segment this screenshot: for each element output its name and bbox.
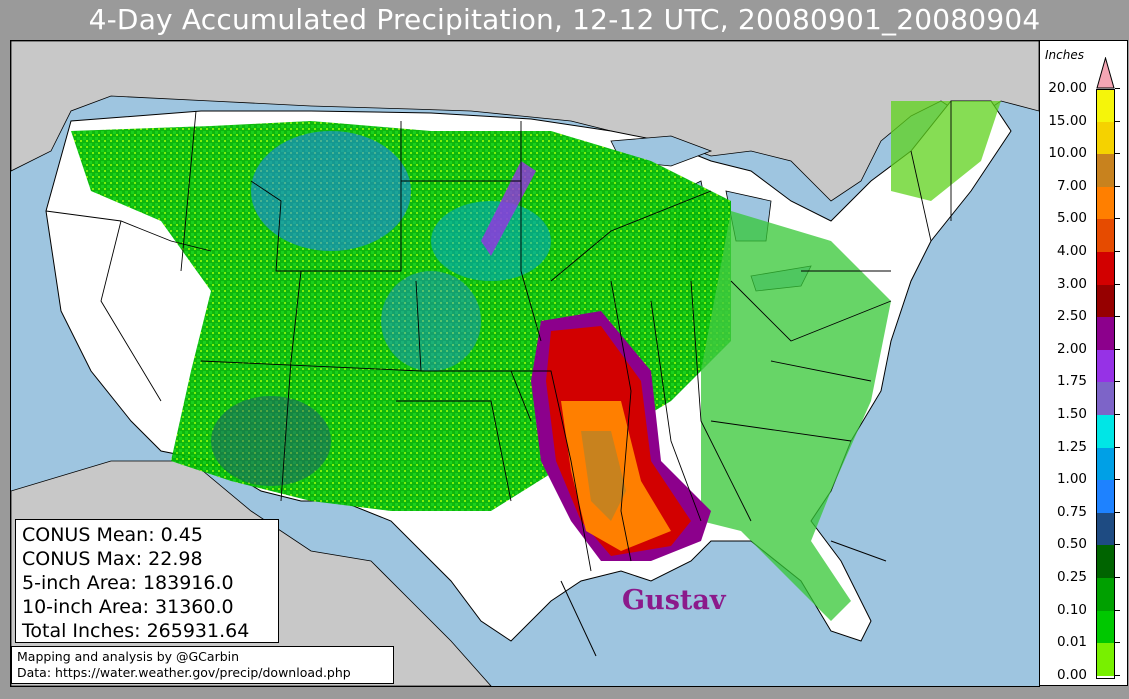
precipitation-map[interactable] [10,40,1040,687]
colorbar-segment [1097,382,1114,415]
colorbar-segment [1097,415,1114,448]
colorbar-tick-mark [1115,316,1120,318]
colorbar-tick-mark [1115,479,1120,481]
stat-10in-area: 10-inch Area: 31360.0 [22,596,234,618]
colorbar-tick-label: 0.10 [1056,601,1087,618]
map-canvas [11,41,1039,686]
stats-box: CONUS Mean: 0.45 CONUS Max: 22.98 5-inch… [15,519,279,643]
colorbar-tick-mark [1115,120,1120,122]
colorbar-tick-label: 4.00 [1056,243,1087,259]
colorbar-segment [1097,186,1114,220]
colorbar-segment [1097,545,1114,578]
colorbar-tick-mark [1115,446,1120,448]
colorbar-tick-label: 15.00 [1048,112,1087,129]
legend-title: Inches [1045,48,1084,62]
colorbar-tick-label: 2.50 [1056,308,1087,325]
colorbar-tick-mark [1115,348,1120,350]
colorbar-tick-label: 0.75 [1056,503,1087,520]
stat-5in-area: 5-inch Area: 183916.0 [22,572,234,594]
colorbar-tick-mark [1115,88,1120,89]
colorbar-tick-label: 10.00 [1048,145,1087,162]
colorbar-tick-mark [1115,283,1120,285]
state-boundaries [45,101,952,572]
colorbar-segment [1097,675,1114,678]
colorbar-tick-label: 1.75 [1056,373,1087,390]
credit-box: Mapping and analysis by @GCarbin Data: h… [11,646,394,684]
colorbar-legend: Inches 20.00 15.00 10.00 7.00 5.00 4.00 3.00 2.… [1039,40,1128,686]
colorbar-tick-mark [1115,153,1120,155]
colorbar-segment [1097,643,1114,676]
colorbar-segment [1097,317,1114,350]
colorbar-tick-mark [1115,609,1120,611]
colorbar-tick-label: 5.00 [1056,210,1087,227]
colorbar-tick-label: 0.01 [1056,634,1087,651]
colorbar-extend-arrow [1096,57,1115,89]
colorbar-segment [1097,447,1114,481]
colorbar-segment [1097,578,1114,611]
colorbar-tick-label: 0.00 [1056,666,1087,683]
stat-total: Total Inches: 265931.64 [22,620,250,642]
colorbar-segment [1097,219,1114,252]
precip-field-moderate [211,131,551,486]
colorbar-tick-label: 20.00 [1048,80,1087,96]
colorbar-segment [1097,90,1114,123]
colorbar-tick-label: 7.00 [1056,177,1087,194]
map-title: 4-Day Accumulated Precipitation, 12-12 U… [88,3,1041,36]
storm-label-gustav: Gustav [622,585,726,616]
colorbar-segment [1097,121,1114,155]
colorbar-tick-mark [1115,544,1120,546]
colorbar-tick-label: 1.00 [1056,471,1087,488]
colorbar-segment [1097,154,1114,187]
colorbar-segment [1097,349,1114,383]
precip-field-gustav [531,311,711,561]
credit-data-source: Data: https://water.weather.gov/precip/d… [17,665,351,680]
colorbar-segment [1097,480,1114,513]
colorbar-segment [1097,512,1114,546]
colorbar [1096,89,1115,679]
colorbar-tick-mark [1115,381,1120,383]
colorbar-tick-mark [1115,674,1120,676]
colorbar-tick-label: 0.50 [1056,536,1087,553]
colorbar-tick-mark [1115,185,1120,187]
colorbar-tick-mark [1115,414,1120,415]
colorbar-tick-mark [1115,511,1120,513]
colorbar-tick-label: 1.50 [1056,406,1087,422]
colorbar-tick-mark [1115,218,1120,220]
colorbar-segment [1097,284,1114,318]
credit-author: Mapping and analysis by @GCarbin [17,649,240,664]
colorbar-tick-label: 2.00 [1056,340,1087,357]
colorbar-tick-mark [1115,642,1120,644]
colorbar-tick-mark [1115,577,1120,578]
colorbar-segment [1097,610,1114,644]
colorbar-segment [1097,252,1114,285]
colorbar-tick-mark [1115,251,1120,252]
stat-max: CONUS Max: 22.98 [22,548,203,570]
colorbar-tick-label: 3.00 [1056,275,1087,292]
stat-mean: CONUS Mean: 0.45 [22,524,203,546]
colorbar-tick-label: 1.25 [1056,438,1087,455]
colorbar-tick-label: 0.25 [1056,569,1087,585]
